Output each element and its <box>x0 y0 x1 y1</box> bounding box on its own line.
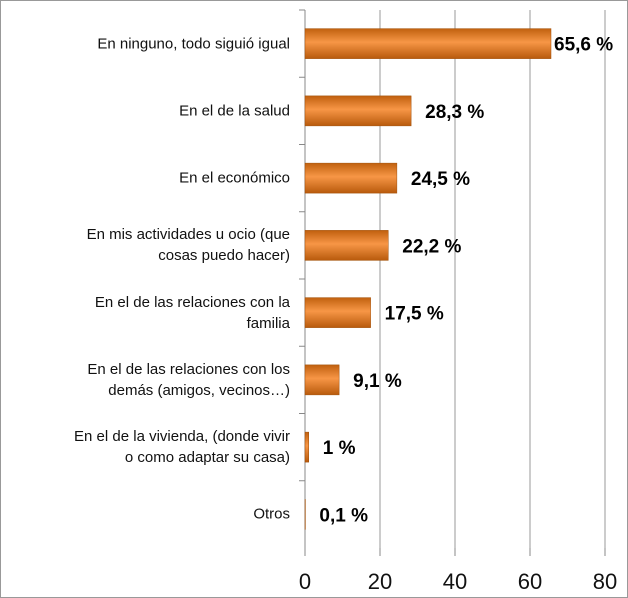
bar <box>304 162 398 194</box>
value-label: 0,1 % <box>319 505 368 526</box>
category-label: En mis actividades u ocio (que cosas pue… <box>86 226 290 265</box>
category-label: En el de las relaciones con la familia <box>94 293 290 332</box>
bar <box>304 230 389 261</box>
bar <box>304 364 340 396</box>
x-tick-label: 0 <box>299 569 311 594</box>
bar <box>304 95 412 127</box>
x-tick-label: 60 <box>518 569 542 594</box>
value-label: 65,6 % <box>554 35 613 56</box>
category-label: En el de la vivienda, (donde vivir o com… <box>74 428 290 467</box>
x-tick-label: 40 <box>443 569 467 594</box>
bar <box>304 28 552 59</box>
value-label: 24,5 % <box>411 169 470 190</box>
x-tick-label: 20 <box>368 569 392 594</box>
category-label: En el económico <box>179 169 290 187</box>
value-label: 1 % <box>323 438 356 459</box>
bar <box>304 431 309 463</box>
bar <box>304 297 371 328</box>
value-label: 9,1 % <box>353 371 402 392</box>
x-tick-label: 80 <box>593 569 617 594</box>
category-label: En ninguno, todo siguió igual <box>97 35 290 53</box>
category-label: En el de la salud <box>179 102 290 120</box>
value-label: 28,3 % <box>425 102 484 123</box>
value-label: 22,2 % <box>402 236 461 257</box>
category-label: En el de las relaciones con los demás (a… <box>87 360 290 399</box>
value-label: 17,5 % <box>385 304 444 325</box>
category-label: Otros <box>253 505 290 523</box>
